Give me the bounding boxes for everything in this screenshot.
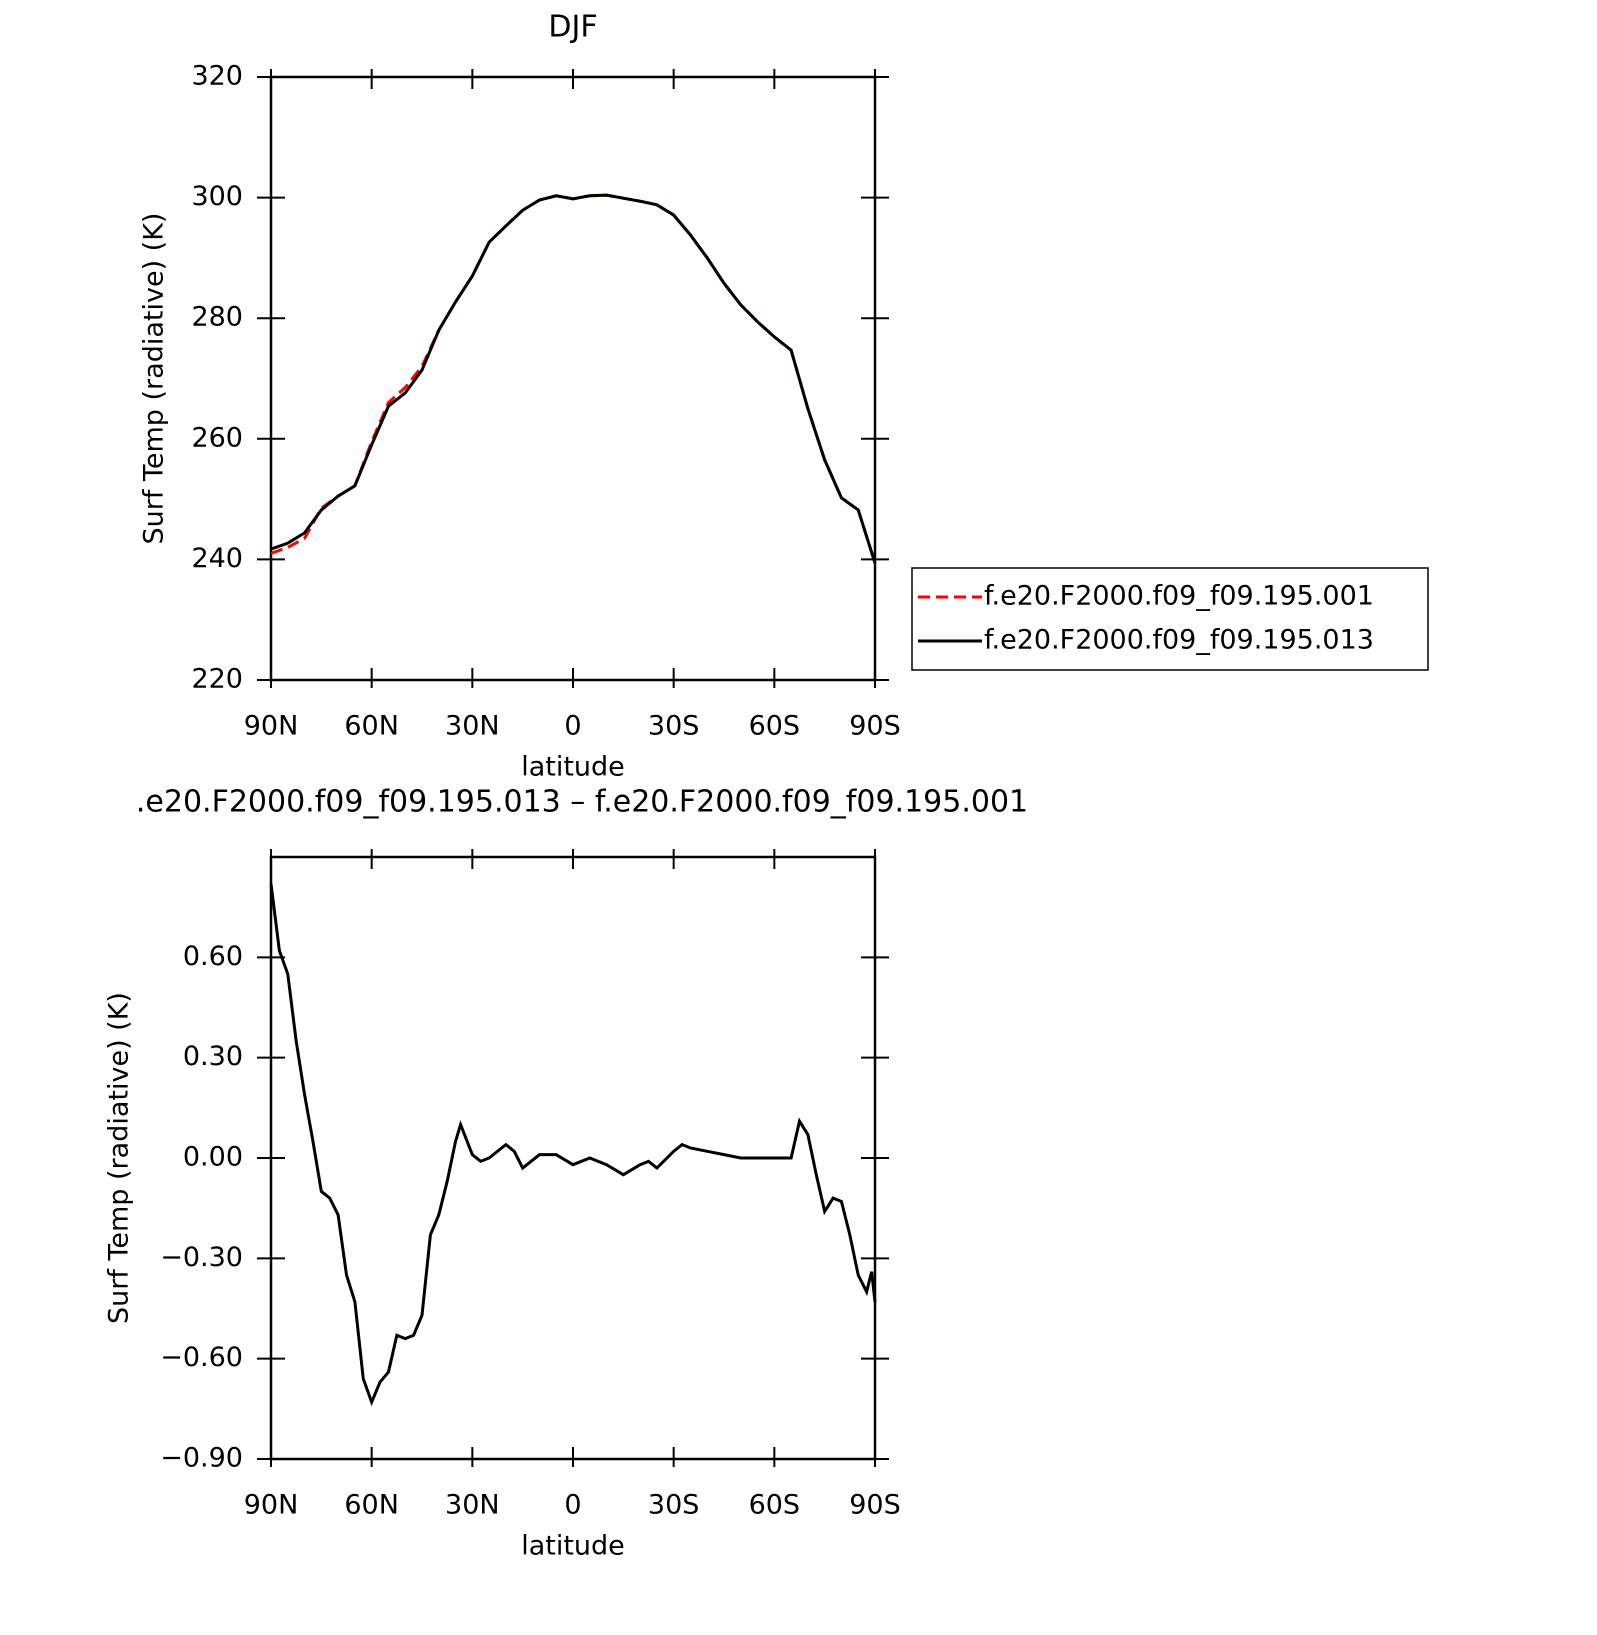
- x-tick-label: 90N: [244, 711, 299, 742]
- y-tick-label: 220: [191, 664, 243, 695]
- legend-label: f.e20.F2000.f09_f09.195.013: [984, 625, 1374, 656]
- y-tick-label: −0.30: [160, 1242, 243, 1273]
- x-tick-label: 90S: [849, 1490, 901, 1521]
- y-tick-label: 320: [191, 61, 243, 92]
- y-tick-label: 300: [191, 181, 243, 212]
- y-tick-label: 0.00: [183, 1142, 243, 1173]
- y-tick-label: 260: [191, 422, 243, 453]
- y-tick-label: −0.90: [160, 1443, 243, 1474]
- x-tick-label: 90N: [244, 1490, 299, 1521]
- y-tick-label: 0.60: [183, 941, 243, 972]
- x-axis-label: latitude: [521, 1531, 625, 1562]
- y-tick-label: 0.30: [183, 1041, 243, 1072]
- x-tick-label: 0: [564, 711, 581, 742]
- y-tick-label: −0.60: [160, 1342, 243, 1373]
- data-line: [270, 193, 877, 564]
- x-tick-label: 30S: [648, 711, 700, 742]
- y-axis-label: Surf Temp (radiative) (K): [104, 992, 135, 1324]
- y-tick-label: 240: [191, 543, 243, 574]
- x-tick-label: 30N: [445, 711, 500, 742]
- y-tick-label: 280: [191, 302, 243, 333]
- data-line: [269, 883, 877, 1407]
- legend-box: [911, 567, 1429, 671]
- x-tick-label: 60N: [344, 1490, 399, 1521]
- plot-frame: [269, 75, 877, 682]
- x-tick-label: 30N: [445, 1490, 500, 1521]
- x-axis-label: latitude: [521, 752, 625, 783]
- x-tick-label: 60S: [749, 711, 801, 742]
- chart-title: DJF: [548, 10, 597, 45]
- x-tick-label: 60N: [344, 711, 399, 742]
- data-line: [270, 193, 877, 564]
- x-tick-label: 90S: [849, 711, 901, 742]
- legend-label: f.e20.F2000.f09_f09.195.001: [984, 581, 1374, 612]
- y-axis-label: Surf Temp (radiative) (K): [139, 213, 170, 545]
- chart-title: .e20.F2000.f09_f09.195.013 – f.e20.F2000…: [136, 785, 1028, 820]
- x-tick-label: 30S: [648, 1490, 700, 1521]
- x-tick-label: 60S: [749, 1490, 801, 1521]
- x-tick-label: 0: [564, 1490, 581, 1521]
